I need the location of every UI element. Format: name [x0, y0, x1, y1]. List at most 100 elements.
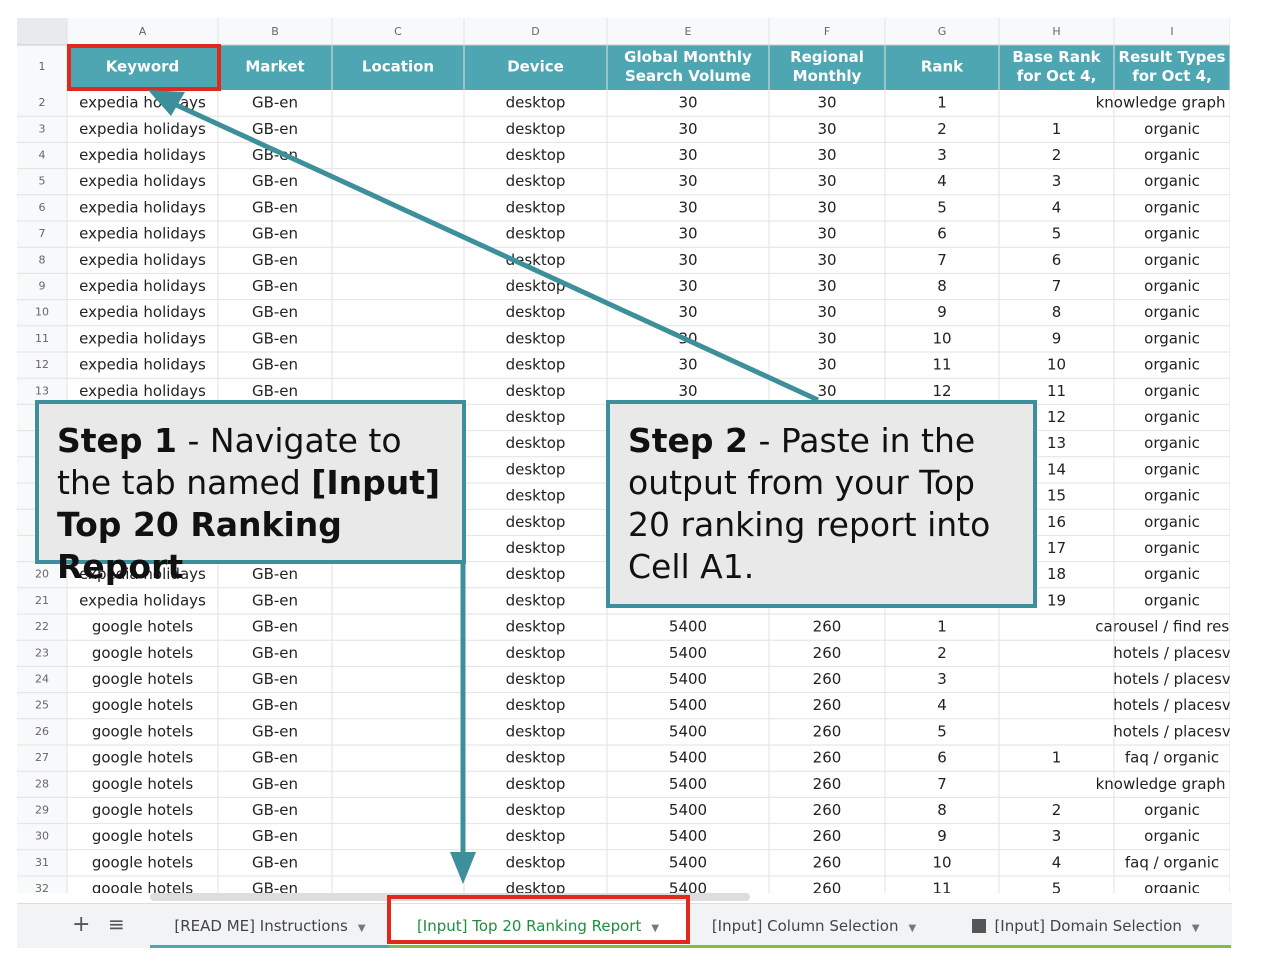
cell: desktop	[506, 565, 566, 583]
tab-menu-arrow[interactable]: ▼	[357, 923, 366, 934]
cell: 4	[1052, 198, 1062, 216]
row-number: 28	[35, 777, 49, 790]
sheet-tab[interactable]: [READ ME] Instructions ▼	[150, 904, 390, 948]
cell: 30	[817, 277, 836, 295]
cell: 5	[1052, 880, 1062, 898]
cell: organic	[1144, 225, 1200, 243]
cell: carousel / find result	[1095, 618, 1249, 636]
cell: 16	[1047, 513, 1066, 531]
cell: 9	[937, 303, 947, 321]
tab-label: [Input] Domain Selection	[994, 917, 1182, 935]
cell: faq / organic	[1125, 749, 1219, 767]
cell: GB-en	[252, 303, 298, 321]
row-number: 8	[39, 253, 46, 266]
cell: 30	[817, 120, 836, 138]
cell: organic	[1144, 434, 1200, 452]
sheet-tab[interactable]: [Input] Domain Selection ▼	[941, 904, 1231, 948]
column-letter: G	[938, 25, 947, 38]
cell: 30	[678, 382, 697, 400]
cell: 260	[813, 696, 842, 714]
cell: 260	[813, 880, 842, 898]
cell: expedia holidays	[79, 303, 206, 321]
cell: GB-en	[252, 146, 298, 164]
cell: 30	[678, 146, 697, 164]
cell: desktop	[506, 880, 566, 898]
cell: 10	[932, 853, 951, 871]
cell: GB-en	[252, 827, 298, 845]
cell: 8	[937, 277, 947, 295]
tab-menu-arrow[interactable]: ▼	[908, 923, 917, 934]
cell: knowledge graph / c	[1096, 94, 1249, 112]
cell: desktop	[506, 827, 566, 845]
sheet-tab[interactable]: [Input] Top 20 Ranking Report ▼	[389, 904, 687, 948]
row-number: 12	[35, 358, 49, 371]
cell: desktop	[506, 460, 566, 478]
cell: 5400	[669, 618, 707, 636]
tab-label: [READ ME] Instructions	[174, 917, 348, 935]
cell: 14	[1047, 460, 1066, 478]
cell: organic	[1144, 120, 1200, 138]
column-letter: A	[139, 25, 147, 38]
cell: organic	[1144, 172, 1200, 190]
column-letter: F	[824, 25, 830, 38]
scrollbar[interactable]	[150, 893, 750, 901]
header-cell: Monthly	[793, 67, 862, 85]
cell: google hotels	[92, 827, 194, 845]
row-number: 29	[35, 804, 49, 817]
cell: desktop	[506, 487, 566, 505]
cell: organic	[1144, 460, 1200, 478]
header-cell: for Oct 4,	[1132, 67, 1212, 85]
row-number: 23	[35, 646, 49, 659]
sheet-tab[interactable]: [Input] Column Selection ▼	[687, 904, 941, 948]
cell: GB-en	[252, 277, 298, 295]
cell: 3	[937, 146, 947, 164]
cell: GB-en	[252, 749, 298, 767]
cell: desktop	[506, 303, 566, 321]
callout-text: [Input] Top 20 Ranking Report	[57, 463, 441, 586]
column-letter: D	[531, 25, 539, 38]
cell: desktop	[506, 801, 566, 819]
row-number: 5	[39, 175, 46, 188]
row-number: 11	[35, 332, 49, 345]
cell: 6	[937, 749, 947, 767]
cell: 5400	[669, 827, 707, 845]
header-cell: Global Monthly	[624, 48, 752, 66]
cell: GB-en	[252, 591, 298, 609]
cell: 260	[813, 722, 842, 740]
add-sheet-button[interactable]: +	[72, 912, 91, 937]
cell: organic	[1144, 513, 1200, 531]
row-number: 6	[39, 201, 46, 214]
cell: desktop	[506, 225, 566, 243]
cell: organic	[1144, 251, 1200, 269]
cell: 260	[813, 801, 842, 819]
cell: 30	[817, 251, 836, 269]
cell: 30	[817, 382, 836, 400]
callout-text: - Paste in the output from your Top 20 r…	[628, 421, 991, 586]
cell: desktop	[506, 749, 566, 767]
cell: 30	[817, 94, 836, 112]
cell: expedia holidays	[79, 146, 206, 164]
cell: 7	[1052, 277, 1062, 295]
cell: google hotels	[92, 722, 194, 740]
cell: desktop	[506, 198, 566, 216]
cell: GB-en	[252, 853, 298, 871]
cell: 5400	[669, 880, 707, 898]
tab-menu-arrow[interactable]: ▼	[1191, 923, 1200, 934]
cell: GB-en	[252, 565, 298, 583]
cell: desktop	[506, 356, 566, 374]
cell: GB-en	[252, 670, 298, 688]
tab-menu-arrow[interactable]: ▼	[651, 923, 660, 934]
cell: 5	[1052, 225, 1062, 243]
cell: organic	[1144, 539, 1200, 557]
cell: 7	[937, 251, 947, 269]
cell: desktop	[506, 146, 566, 164]
all-sheets-button[interactable]: ≡	[108, 912, 125, 936]
column-header-bar	[17, 18, 1230, 45]
cell: google hotels	[92, 644, 194, 662]
callout-step-2: Step 2 - Paste in the output from your T…	[606, 400, 1037, 608]
cell: GB-en	[252, 225, 298, 243]
cell: desktop	[506, 670, 566, 688]
cell: 260	[813, 618, 842, 636]
row-number: 9	[39, 280, 46, 293]
